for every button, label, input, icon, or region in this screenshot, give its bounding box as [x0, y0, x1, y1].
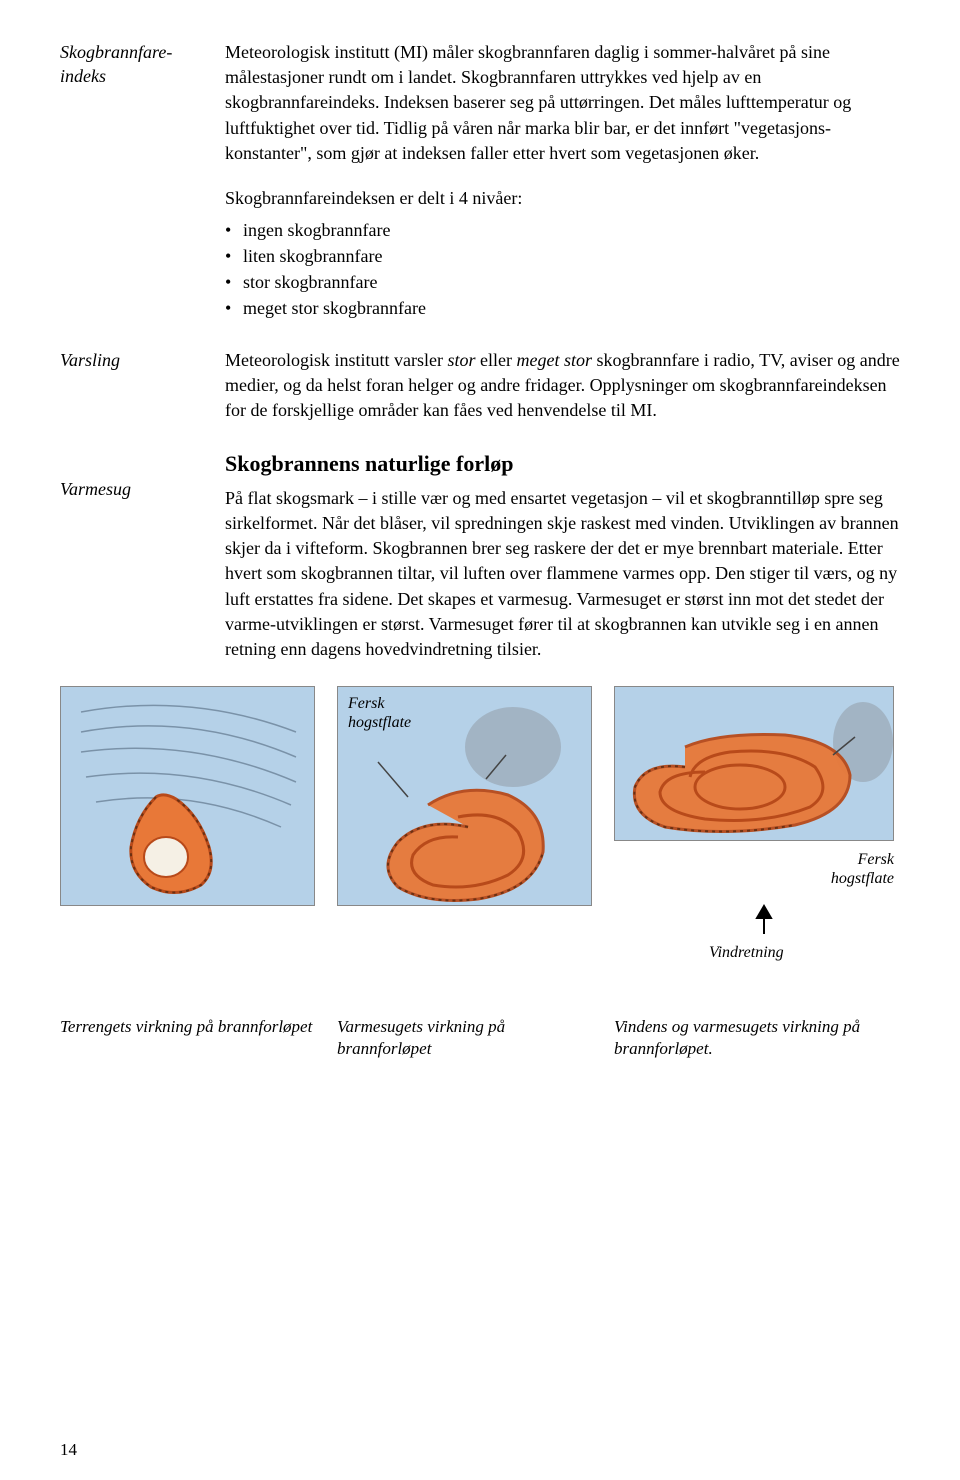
figure-terreng	[60, 686, 315, 906]
section-heading: Skogbrannens naturlige forløp	[225, 449, 900, 480]
list-item: meget stor skogbrannfare	[225, 295, 900, 321]
arrow-icon	[749, 904, 779, 941]
label-fersk-hogstflate: Fersk hogstflate	[831, 851, 894, 888]
captions-row: Terrengets virkning på brannforløpet Var…	[60, 1016, 900, 1060]
figure-varmesug: Fersk hogstflate	[337, 686, 592, 906]
label-fersk-hogstflate: Fersk hogstflate	[348, 695, 411, 732]
section-skogbrannfareindeks: Skogbrannfare- indeks Meteorologisk inst…	[60, 40, 900, 166]
figure-caption: Varmesugets virkning på brannforløpet	[337, 1016, 592, 1060]
section-varsling: Varsling Meteorologisk institutt varsler…	[60, 348, 900, 424]
figure-image: Fersk hogstflate	[337, 686, 592, 906]
figure-caption: Vindens og varmesugets virkning på brann…	[614, 1016, 894, 1060]
margin-label: Skogbrannfare- indeks	[60, 40, 225, 166]
figure-caption: Terrengets virkning på brannforløpet	[60, 1016, 315, 1060]
list-item: ingen skogbrannfare	[225, 217, 900, 243]
margin-label: Varsling	[60, 348, 225, 424]
nivaaer-list: ingen skogbrannfare liten skogbrannfare …	[225, 217, 900, 321]
list-item: liten skogbrannfare	[225, 243, 900, 269]
section-naturlig-forlop: Varmesug Skogbrannens naturlige forløp P…	[60, 443, 900, 662]
nivaaer-intro: Skogbrannfareindeksen er delt i 4 nivåer…	[225, 186, 900, 211]
body-text: Meteorologisk institutt varsler stor ell…	[225, 348, 900, 424]
figure-vind-varmesug: Fersk hogstflate Vindretning	[614, 686, 894, 906]
list-item: stor skogbrannfare	[225, 269, 900, 295]
margin-label: Varmesug	[60, 443, 225, 662]
body-text: Meteorologisk institutt (MI) måler skogb…	[225, 40, 900, 166]
figure-image	[60, 686, 315, 906]
body-text: På flat skogsmark – i stille vær og med …	[225, 486, 900, 662]
label-vindretning: Vindretning	[709, 944, 784, 962]
section-nivaaer: Skogbrannfareindeksen er delt i 4 nivåer…	[60, 186, 900, 328]
page-number: 14	[60, 1440, 77, 1460]
figure-image	[614, 686, 894, 841]
figures-row: Fersk hogstflate Fersk hogstflate Vindre…	[60, 686, 900, 906]
